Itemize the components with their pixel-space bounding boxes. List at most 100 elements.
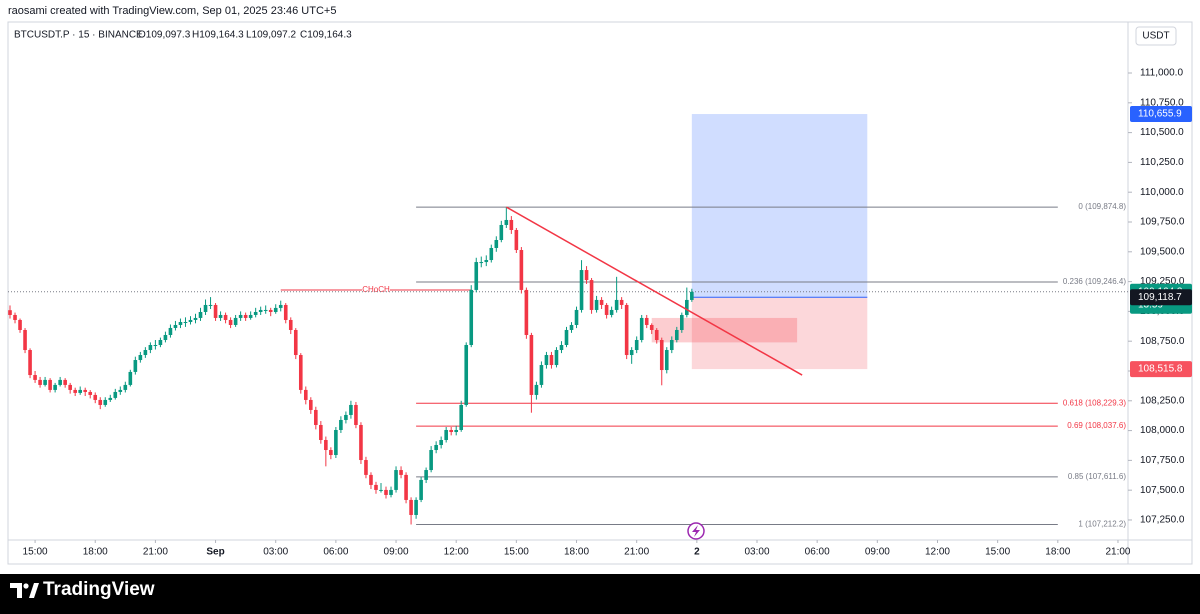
y-tick-label: 107,750.0 [1140,455,1185,466]
candle-body [13,314,17,320]
y-tick-label: 110,000.0 [1140,187,1184,198]
candle-body [454,429,459,433]
candle-body [218,314,223,318]
candle-body [248,314,253,318]
candle-body [359,424,363,461]
candle-body [379,489,383,491]
candle-body [594,299,599,310]
candle-body [614,299,619,310]
currency-box[interactable] [1135,26,1177,46]
candle-body [414,499,418,515]
y-tick-label: 110,500.0 [1140,127,1184,138]
fib-label: 0.69 (108,037.6) [1067,421,1126,430]
x-tick-label: 06:00 [323,547,348,558]
candle-body [28,350,32,376]
x-tick-label: 03:00 [263,547,288,558]
price-badge-label: 110,655.9 [1138,109,1182,120]
candle-body [303,389,308,400]
candle-body [619,299,624,305]
candle-body [690,291,694,300]
candle-body [223,314,228,320]
candle-body [685,299,689,315]
candle-body [18,319,22,330]
candle-body [369,474,373,485]
x-tick-label: 21:00 [1105,547,1130,558]
candle-body [429,450,433,471]
candle-body [609,309,614,315]
alert-icon[interactable] [687,522,705,540]
candle-body [389,489,393,495]
y-tick-label: 109,750.0 [1140,217,1185,228]
x-tick-label: 12:00 [925,547,950,558]
candle-body [374,484,378,490]
legend-close: C109,164.3 [300,30,352,41]
x-tick-label: 21:00 [143,547,168,558]
candle-body [489,247,494,261]
candle-body [529,334,534,395]
candle-body [173,324,178,328]
candle-body [494,239,499,248]
y-tick-label: 109,500.0 [1140,246,1185,257]
x-tick-label: 06:00 [805,547,830,558]
plot: 0 (109,874.8) 0.236 (109,246.4) 0.618 (108… [8,114,1128,529]
candle-body [183,322,188,324]
candle-body [394,470,398,490]
candle-body [669,339,674,351]
brand: TradingView [43,579,155,600]
candle-body [559,345,564,351]
candle-body [158,339,163,346]
candle-body [629,350,634,356]
choch-label-bg [361,284,390,295]
candle-body [439,439,443,446]
candle-body [238,314,243,318]
candle-body [298,355,303,390]
candle-body [479,262,484,264]
trendline [505,206,803,376]
candle-body [464,345,469,405]
y-tick-label: 111,000.0 [1140,68,1183,79]
logo [10,583,39,598]
candle-body [128,371,133,385]
candle-body [384,489,388,495]
x-tick-label: 21:00 [624,547,649,558]
candle-body [634,339,639,351]
candle-body [283,304,288,320]
legend-open: O109,097.3 [138,30,191,41]
candle-body [319,424,323,440]
candle-body [499,224,504,240]
candle-body [48,379,52,390]
candle-body [233,317,238,325]
x-tick-label: 12:00 [444,547,469,558]
candle-body [273,307,278,312]
candle-body [514,229,519,251]
candle-body [564,329,569,346]
candle-body [98,399,103,405]
y-tick-label: 109,250.0 [1140,276,1185,287]
candle-body [519,250,524,290]
profit-zone [691,114,868,298]
candle-body [599,299,604,305]
y-tick-label: 110,250.0 [1140,157,1184,168]
candle-body [268,309,273,312]
candle-body [293,329,298,356]
candle-body [569,324,574,330]
candle-body [143,350,148,356]
candle-body [444,429,448,440]
y-tick-label: 108,000.0 [1140,425,1185,436]
candle-body [329,450,333,456]
candle-body [459,404,464,430]
candle-body [344,414,348,420]
candle-body [113,391,118,398]
candle-body [484,260,489,263]
candle-body [23,329,27,351]
x-tick-label: 09:00 [384,547,409,558]
x-tick-label: 03:00 [744,547,769,558]
candle-body [258,309,263,312]
x-tick-label: 2 [694,547,700,558]
price-badge [1130,289,1192,306]
fib-label: 1 (107,212.2) [1078,520,1126,529]
candle-body [153,345,158,347]
candle-body [589,280,594,310]
candle-body [253,311,258,315]
candle-body [354,404,358,425]
